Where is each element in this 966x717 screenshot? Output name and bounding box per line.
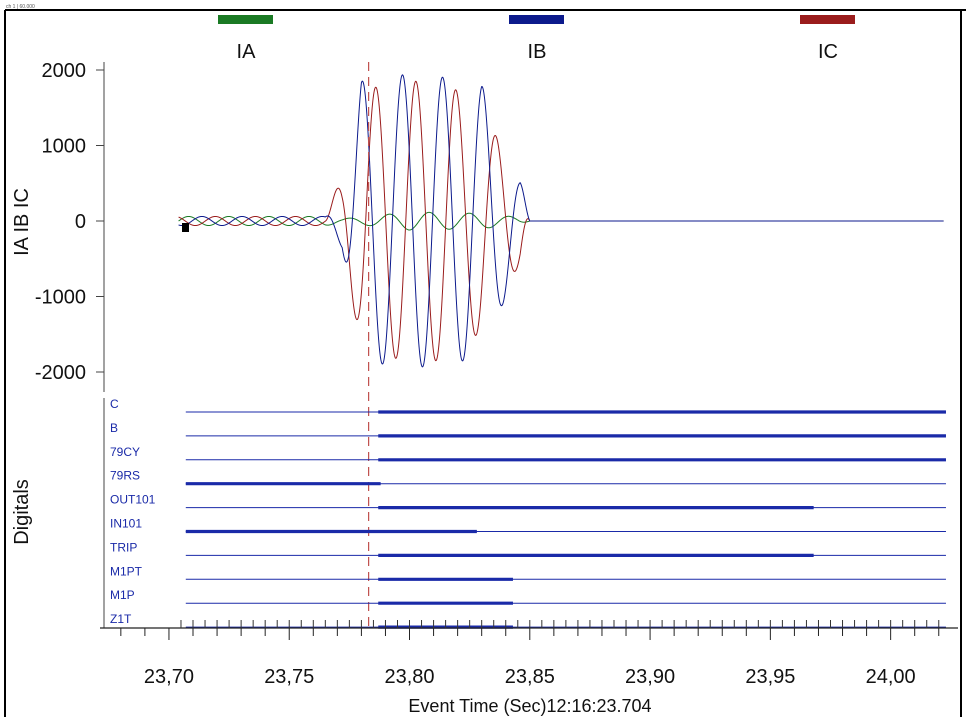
- x-tick-label: 24,00: [866, 666, 916, 688]
- legend-label-ib: IB: [528, 41, 547, 63]
- y-tick-label: 2000: [42, 60, 87, 82]
- legend: IA IB IC: [218, 15, 855, 63]
- digital-label-m1p: M1P: [110, 588, 135, 602]
- digitals-axis-label: Digitals: [11, 479, 33, 545]
- x-tick-label: 23,90: [625, 666, 675, 688]
- digital-label-z1t: Z1T: [110, 612, 132, 626]
- legend-swatch-ic: [800, 15, 855, 24]
- x-tick-label: 23,75: [264, 666, 314, 688]
- start-marker: [182, 223, 189, 232]
- y-tick-label: 1000: [42, 136, 87, 158]
- y-tick-label: -2000: [35, 362, 86, 384]
- digital-label-in101: IN101: [110, 517, 142, 531]
- corner-info-text: ch 1 | 60.000: [6, 4, 35, 10]
- digital-label-out101: OUT101: [110, 493, 156, 507]
- x-tick-label: 23,85: [505, 666, 555, 688]
- series-line-ib: [178, 74, 944, 368]
- digital-layer: CB 79CY 79RS OUT101 IN101 TRIP M1PT M1P Z1T: [110, 397, 946, 629]
- legend-label-ic: IC: [818, 41, 838, 63]
- digital-label-79rs: 79RS: [110, 469, 140, 483]
- legend-swatch-ia: [218, 15, 273, 24]
- x-axis-label: Event Time (Sec)12:16:23.704: [408, 696, 651, 716]
- y-axis-ticks: 2000 1000 0 -1000 -2000: [35, 60, 104, 384]
- digital-label-b: B: [110, 421, 118, 435]
- digital-label-79cy: 79CY: [110, 445, 140, 459]
- series-layer: [178, 74, 944, 368]
- y-tick-label: 0: [75, 211, 86, 233]
- legend-swatch-ib: [509, 15, 564, 24]
- y-tick-label: -1000: [35, 287, 86, 309]
- y-axis-label: IA IB IC: [11, 188, 33, 256]
- legend-label-ia: IA: [237, 41, 257, 63]
- digital-label-trip: TRIP: [110, 540, 137, 554]
- x-tick-label: 23,70: [144, 666, 194, 688]
- x-tick-label: 23,80: [384, 666, 434, 688]
- x-axis-ticks: 23,70 23,75 23,80 23,85 23,90 23,95 24,00: [120, 620, 940, 688]
- digital-label-c: C: [110, 397, 119, 411]
- digital-label-m1pt: M1PT: [110, 564, 143, 578]
- x-tick-label: 23,95: [745, 666, 795, 688]
